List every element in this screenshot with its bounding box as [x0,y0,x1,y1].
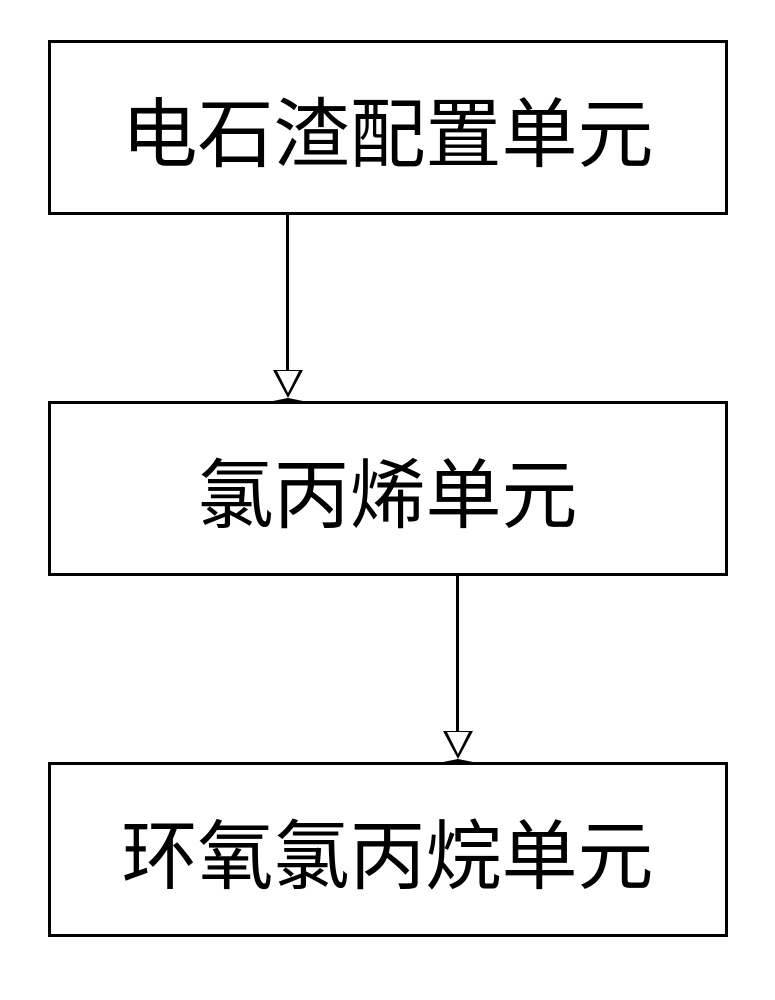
box-2-label: 氯丙烯单元 [198,434,578,544]
flowchart-container: 电石渣配置单元 氯丙烯单元 环氧氯丙烷单元 [48,40,728,937]
box-2: 氯丙烯单元 [48,401,728,576]
box-1: 电石渣配置单元 [48,40,728,215]
arrow-1 [273,215,303,401]
arrow-1-line [286,215,289,370]
arrow-2-line [456,576,459,731]
arrow-1-head [273,370,303,401]
box-3: 环氧氯丙烷单元 [48,762,728,937]
box-1-label: 电石渣配置单元 [122,73,654,183]
arrow-2-head [443,731,473,762]
arrow-2 [443,576,473,762]
box-3-label: 环氧氯丙烷单元 [122,795,654,905]
